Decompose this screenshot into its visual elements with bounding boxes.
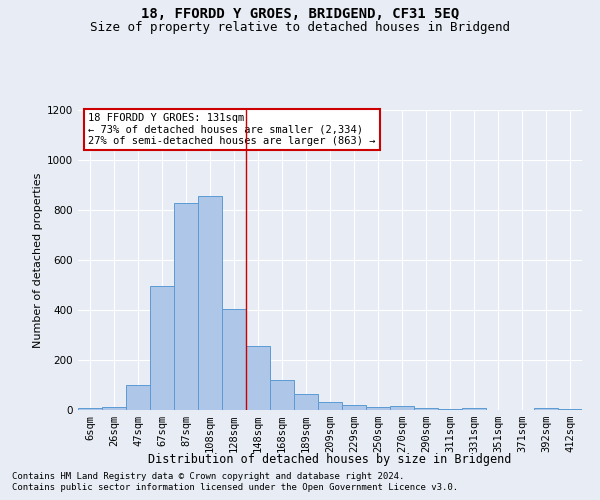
Bar [198, 196, 222, 410]
Bar [318, 402, 342, 410]
Bar [342, 404, 366, 410]
Text: Distribution of detached houses by size in Bridgend: Distribution of detached houses by size … [148, 452, 512, 466]
Bar [462, 408, 486, 410]
Bar [390, 406, 414, 410]
Text: Contains HM Land Registry data © Crown copyright and database right 2024.: Contains HM Land Registry data © Crown c… [12, 472, 404, 481]
Bar [78, 408, 102, 410]
Bar [534, 408, 558, 410]
Bar [174, 202, 198, 410]
Bar [102, 407, 126, 410]
Bar [366, 407, 390, 410]
Y-axis label: Number of detached properties: Number of detached properties [33, 172, 43, 348]
Bar [270, 380, 294, 410]
Bar [558, 409, 582, 410]
Text: 18 FFORDD Y GROES: 131sqm
← 73% of detached houses are smaller (2,334)
27% of se: 18 FFORDD Y GROES: 131sqm ← 73% of detac… [88, 113, 376, 146]
Text: Size of property relative to detached houses in Bridgend: Size of property relative to detached ho… [90, 21, 510, 34]
Bar [246, 346, 270, 410]
Bar [222, 308, 246, 410]
Text: Contains public sector information licensed under the Open Government Licence v3: Contains public sector information licen… [12, 484, 458, 492]
Bar [438, 409, 462, 410]
Text: 18, FFORDD Y GROES, BRIDGEND, CF31 5EQ: 18, FFORDD Y GROES, BRIDGEND, CF31 5EQ [141, 8, 459, 22]
Bar [294, 394, 318, 410]
Bar [414, 408, 438, 410]
Bar [150, 286, 174, 410]
Bar [126, 385, 150, 410]
